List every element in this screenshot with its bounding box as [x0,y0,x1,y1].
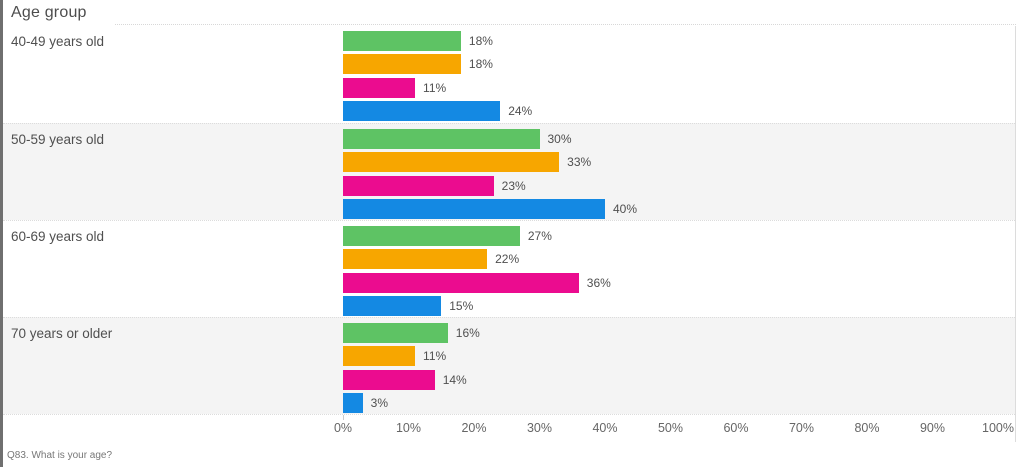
x-tick-label: 50% [657,421,684,435]
zero-tick-mark [343,415,344,420]
bar-row: 30% [343,127,998,151]
chart-title: Age group [11,4,87,21]
bar-orange[interactable] [343,249,488,270]
bars-group: 16% 11% 14% 3% [343,321,998,415]
category-label: 60-69 years old [11,229,105,244]
bar-magenta[interactable] [343,77,416,98]
value-label: 33% [567,155,592,170]
x-tick-label: 60% [723,421,749,435]
bars-group: 30% 33% 23% 40% [343,127,998,221]
title-divider [115,24,1016,25]
x-tick-label: 90% [919,421,946,435]
bar-magenta[interactable] [343,175,494,196]
value-label: 11% [423,80,447,95]
bar-row: 36% [343,271,998,295]
category-band: 60-69 years old 27% 22% 36% 15% [3,220,1015,317]
bar-row: 14% [343,368,998,392]
x-tick-label: 10% [395,421,422,435]
bar-row: 11% [343,345,998,369]
bars-group: 27% 22% 36% 15% [343,224,998,318]
bar-row: 22% [343,248,998,272]
value-label: 36% [586,275,611,290]
bar-green[interactable] [343,322,448,343]
bar-orange[interactable] [343,152,560,173]
x-axis-ticks: 0% 10% 20% 30% 40% 50% 60% 70% 80% 90% 100% [334,415,1014,442]
bar-green[interactable] [343,225,520,246]
plot-area: 40-49 years old 18% 18% 11% 24% 50-59 years o… [3,26,1016,442]
value-label: 23% [501,178,526,193]
bar-row: 23% [343,174,998,198]
value-label: 22% [495,252,520,267]
bar-green[interactable] [343,30,461,51]
bar-row: 16% [343,321,998,345]
value-label: 15% [449,299,474,314]
value-label: 24% [508,104,533,119]
bar-row: 40% [343,198,998,222]
bar-row: 18% [343,53,998,77]
category-band: 70 years or older 16% 11% 14% 3% [3,317,1015,414]
bar-blue[interactable] [343,393,363,414]
category-band: 40-49 years old 18% 18% 11% 24% [3,26,1015,123]
bar-blue[interactable] [343,101,501,122]
value-label: 40% [613,202,638,217]
category-label: 50-59 years old [11,132,105,147]
x-tick-label: 80% [854,421,880,435]
value-label: 14% [442,372,467,387]
bar-blue[interactable] [343,296,442,317]
bar-row: 3% [343,392,998,416]
x-axis: 0% 10% 20% 30% 40% 50% 60% 70% 80% 90% 100% [3,415,1016,442]
category-label: 40-49 years old [11,34,105,49]
x-tick-label: 40% [592,421,618,435]
x-tick-label: 100% [982,421,1014,435]
x-tick-label: 20% [461,421,487,435]
axis-divider [3,414,1015,415]
bars-group: 18% 18% 11% 24% [343,29,998,123]
value-label: 3% [370,396,388,411]
x-tick-label: 30% [526,421,553,435]
x-tick-label: 0% [333,421,353,435]
value-label: 18% [468,57,493,72]
bar-row: 24% [343,100,998,124]
bar-orange[interactable] [343,346,416,367]
footnote: Q83. What is your age? [7,450,113,461]
bar-orange[interactable] [343,54,461,75]
category-label: 70 years or older [11,326,113,341]
value-label: 27% [527,228,552,243]
category-band: 50-59 years old 30% 33% 23% 40% [3,123,1015,220]
value-label: 11% [423,349,447,364]
category-bands: 40-49 years old 18% 18% 11% 24% 50-59 years o… [3,26,1015,414]
value-label: 18% [468,33,493,48]
bar-row: 11% [343,76,998,100]
bar-row: 27% [343,224,998,248]
bar-green[interactable] [343,128,540,149]
value-label: 30% [547,131,572,146]
value-label: 16% [455,325,480,340]
bar-magenta[interactable] [343,369,435,390]
bar-row: 18% [343,29,998,53]
x-tick-label: 70% [788,421,815,435]
bar-blue[interactable] [343,199,605,220]
bar-magenta[interactable] [343,272,579,293]
bar-row: 33% [343,151,998,175]
bar-row: 15% [343,295,998,319]
